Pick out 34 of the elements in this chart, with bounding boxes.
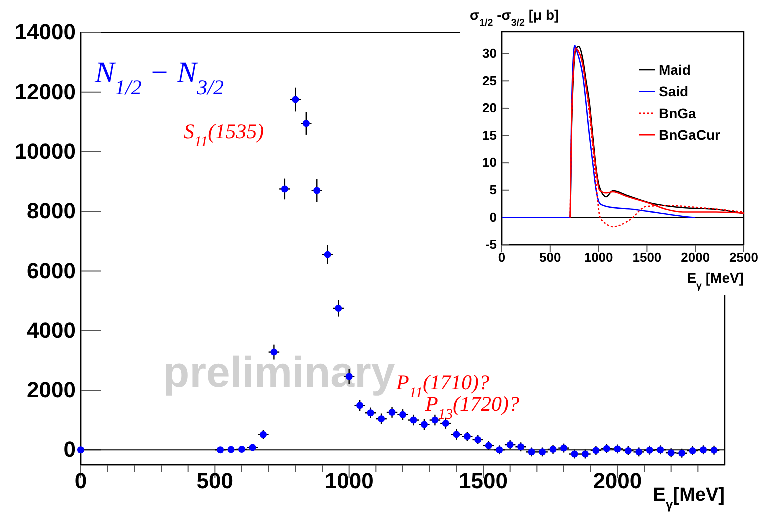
y-tick-label: 12000 <box>14 79 76 104</box>
y-tick-label: 8000 <box>27 198 76 224</box>
y-tick-label: 0 <box>64 437 76 462</box>
x-axis-title: E$_{γ}$ [MeV] <box>687 270 744 292</box>
x-tick-label: 1000 <box>324 468 374 494</box>
y-tick-label: 10 <box>482 155 497 170</box>
y-tick-label: 5 <box>490 182 497 198</box>
legend-label: BnGa <box>659 105 697 122</box>
x-axis-title: E$_{γ}$[MeV] <box>653 485 725 512</box>
x-tick-label: 1000 <box>584 250 614 266</box>
y-tick-label: 2000 <box>27 378 76 403</box>
x-tick-label: 2000 <box>593 468 642 494</box>
y-tick-label: -5 <box>485 237 497 252</box>
annotation: S$_{11}$(1535) <box>184 120 264 151</box>
y-tick-label: 25 <box>482 73 497 88</box>
legend-label: Maid <box>659 62 691 78</box>
legend-label: BnGaCur <box>659 127 721 144</box>
x-tick-label: 500 <box>540 250 562 266</box>
x-tick-label: 500 <box>196 468 234 494</box>
y-tick-label: 10000 <box>14 138 76 164</box>
y-tick-label: 0 <box>490 210 497 225</box>
x-tick-label: 1500 <box>632 250 662 266</box>
x-tick-label: 2500 <box>730 250 758 266</box>
text: N$_{1/2}$ − N$_{3/2}$ <box>94 56 224 100</box>
y-tick-label: 20 <box>482 100 497 116</box>
y-axis-title: σ$_{1/2}$ -σ$_{3/2}$ [μ b] <box>470 7 560 28</box>
x-tick-label: 1500 <box>459 468 508 494</box>
y-tick-label: 4000 <box>27 318 76 343</box>
x-tick-label: 2000 <box>681 250 710 266</box>
y-tick-label: 30 <box>482 46 497 62</box>
legend-label: Said <box>659 84 689 100</box>
y-tick-label: 15 <box>482 128 497 143</box>
y-tick-label: 6000 <box>27 258 76 284</box>
y-tick-label: 14000 <box>14 20 76 45</box>
